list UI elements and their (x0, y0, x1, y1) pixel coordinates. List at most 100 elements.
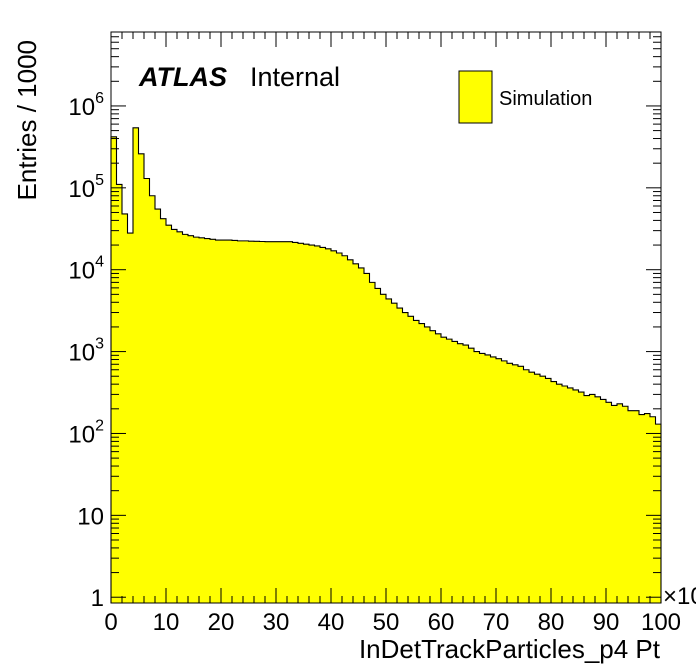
x-tick-label: 70 (483, 609, 510, 636)
x-tick-label: 100 (641, 609, 681, 636)
histogram-bin (298, 243, 304, 604)
histogram-bin (292, 242, 299, 603)
x-tick-label: 0 (104, 609, 117, 636)
histogram-bin (243, 240, 249, 604)
histogram-bin (446, 339, 453, 603)
histogram-bin (127, 233, 134, 603)
histogram-bin (518, 366, 524, 603)
histogram-bin (160, 218, 167, 603)
histogram-bin (276, 241, 282, 604)
y-tick-labels: 1 10 102 103 104 105 106 (68, 90, 104, 612)
histogram-bin (254, 241, 260, 603)
histogram-bin (270, 241, 277, 604)
x-tick-label: 50 (373, 609, 400, 636)
histogram-bin (369, 282, 376, 603)
histogram-bin (523, 369, 530, 603)
histogram-bin (248, 241, 255, 603)
histogram-bin (204, 238, 211, 604)
histogram-bin (265, 241, 271, 604)
y-tick-label: 105 (68, 172, 104, 203)
axis-ticks (110, 31, 662, 603)
histogram-bin (391, 303, 398, 603)
histogram-bin (441, 337, 447, 603)
histogram-bin (287, 241, 293, 604)
x-tick-label: 10 (153, 609, 180, 636)
histogram-bin (149, 195, 156, 604)
histogram-bin (193, 237, 200, 603)
histogram-bin (188, 235, 194, 603)
histogram-bin (171, 229, 178, 603)
histogram-bin (347, 259, 354, 603)
legend-label: Simulation (499, 88, 592, 110)
histogram-bin (606, 402, 612, 603)
histogram-bin (562, 385, 568, 603)
histogram-bin (138, 153, 145, 603)
histogram-bin (463, 345, 469, 603)
x-tick-label: 20 (208, 609, 235, 636)
histogram-bin (474, 351, 480, 603)
histogram-bin (644, 413, 651, 603)
histogram-bin (655, 424, 662, 603)
histogram-bin (452, 341, 458, 603)
histogram-bin (397, 308, 403, 603)
atlas-status: Internal (250, 62, 340, 92)
histogram-bin (650, 416, 656, 603)
histogram-bin (633, 410, 640, 603)
histogram-bin (584, 395, 590, 603)
histogram-bin (232, 240, 238, 603)
histogram-bin (490, 356, 497, 603)
histogram-bin (628, 410, 634, 603)
histogram-bin (358, 267, 365, 603)
x-tick-label: 30 (263, 609, 290, 636)
histogram-bin (485, 354, 491, 603)
histogram-bin (375, 288, 381, 603)
legend: Simulation (458, 70, 592, 124)
y-tick-label: 10 (77, 503, 104, 530)
histogram-bin (182, 234, 189, 603)
histogram-bin (512, 364, 519, 603)
histogram-bin (573, 389, 579, 603)
histogram-bin (413, 320, 420, 603)
histogram-bin (331, 250, 337, 604)
histogram-bin (611, 405, 618, 603)
histogram-bin (589, 394, 596, 603)
histogram-bin (479, 353, 486, 603)
y-tick-label: 1 (91, 585, 104, 612)
histogram-bin (408, 316, 414, 603)
histogram-bin (567, 387, 574, 603)
histogram-bin (430, 330, 436, 603)
histogram-bin (122, 213, 128, 603)
histogram-bin (639, 414, 645, 603)
histogram-bin (215, 240, 222, 603)
histogram-bin (309, 245, 315, 603)
histogram-bin (303, 244, 310, 603)
histogram-bin (617, 403, 623, 603)
histogram-bin (237, 240, 244, 604)
x-axis-title: InDetTrackParticles_p4 Pt (359, 634, 661, 664)
histogram-bin (545, 378, 552, 603)
y-tick-label: 103 (68, 336, 104, 367)
histogram-bin (155, 209, 161, 603)
histogram-bin (353, 263, 359, 603)
x-tick-label: 90 (593, 609, 620, 636)
histogram-bin (386, 298, 392, 603)
histogram-bin (529, 372, 535, 603)
histogram-bin (556, 384, 563, 603)
histogram-bin (578, 392, 585, 603)
histogram-bin (534, 374, 541, 603)
histogram-bin (336, 252, 343, 603)
histogram-bin (116, 184, 123, 603)
histogram-bin (507, 363, 513, 603)
x-tick-labels: 0 10 20 30 40 50 60 70 80 90 100 (104, 609, 681, 636)
histogram-bin (364, 273, 370, 603)
histogram-bin (457, 343, 464, 603)
histogram-bin (424, 326, 431, 603)
histogram-bars (110, 127, 662, 604)
histogram-bin (435, 333, 442, 603)
histogram-bin (551, 381, 557, 603)
histogram-bin (380, 294, 387, 603)
histogram-bin (468, 348, 475, 603)
y-axis-title: Entries / 1000 (12, 40, 42, 200)
histogram-bin (177, 231, 183, 603)
